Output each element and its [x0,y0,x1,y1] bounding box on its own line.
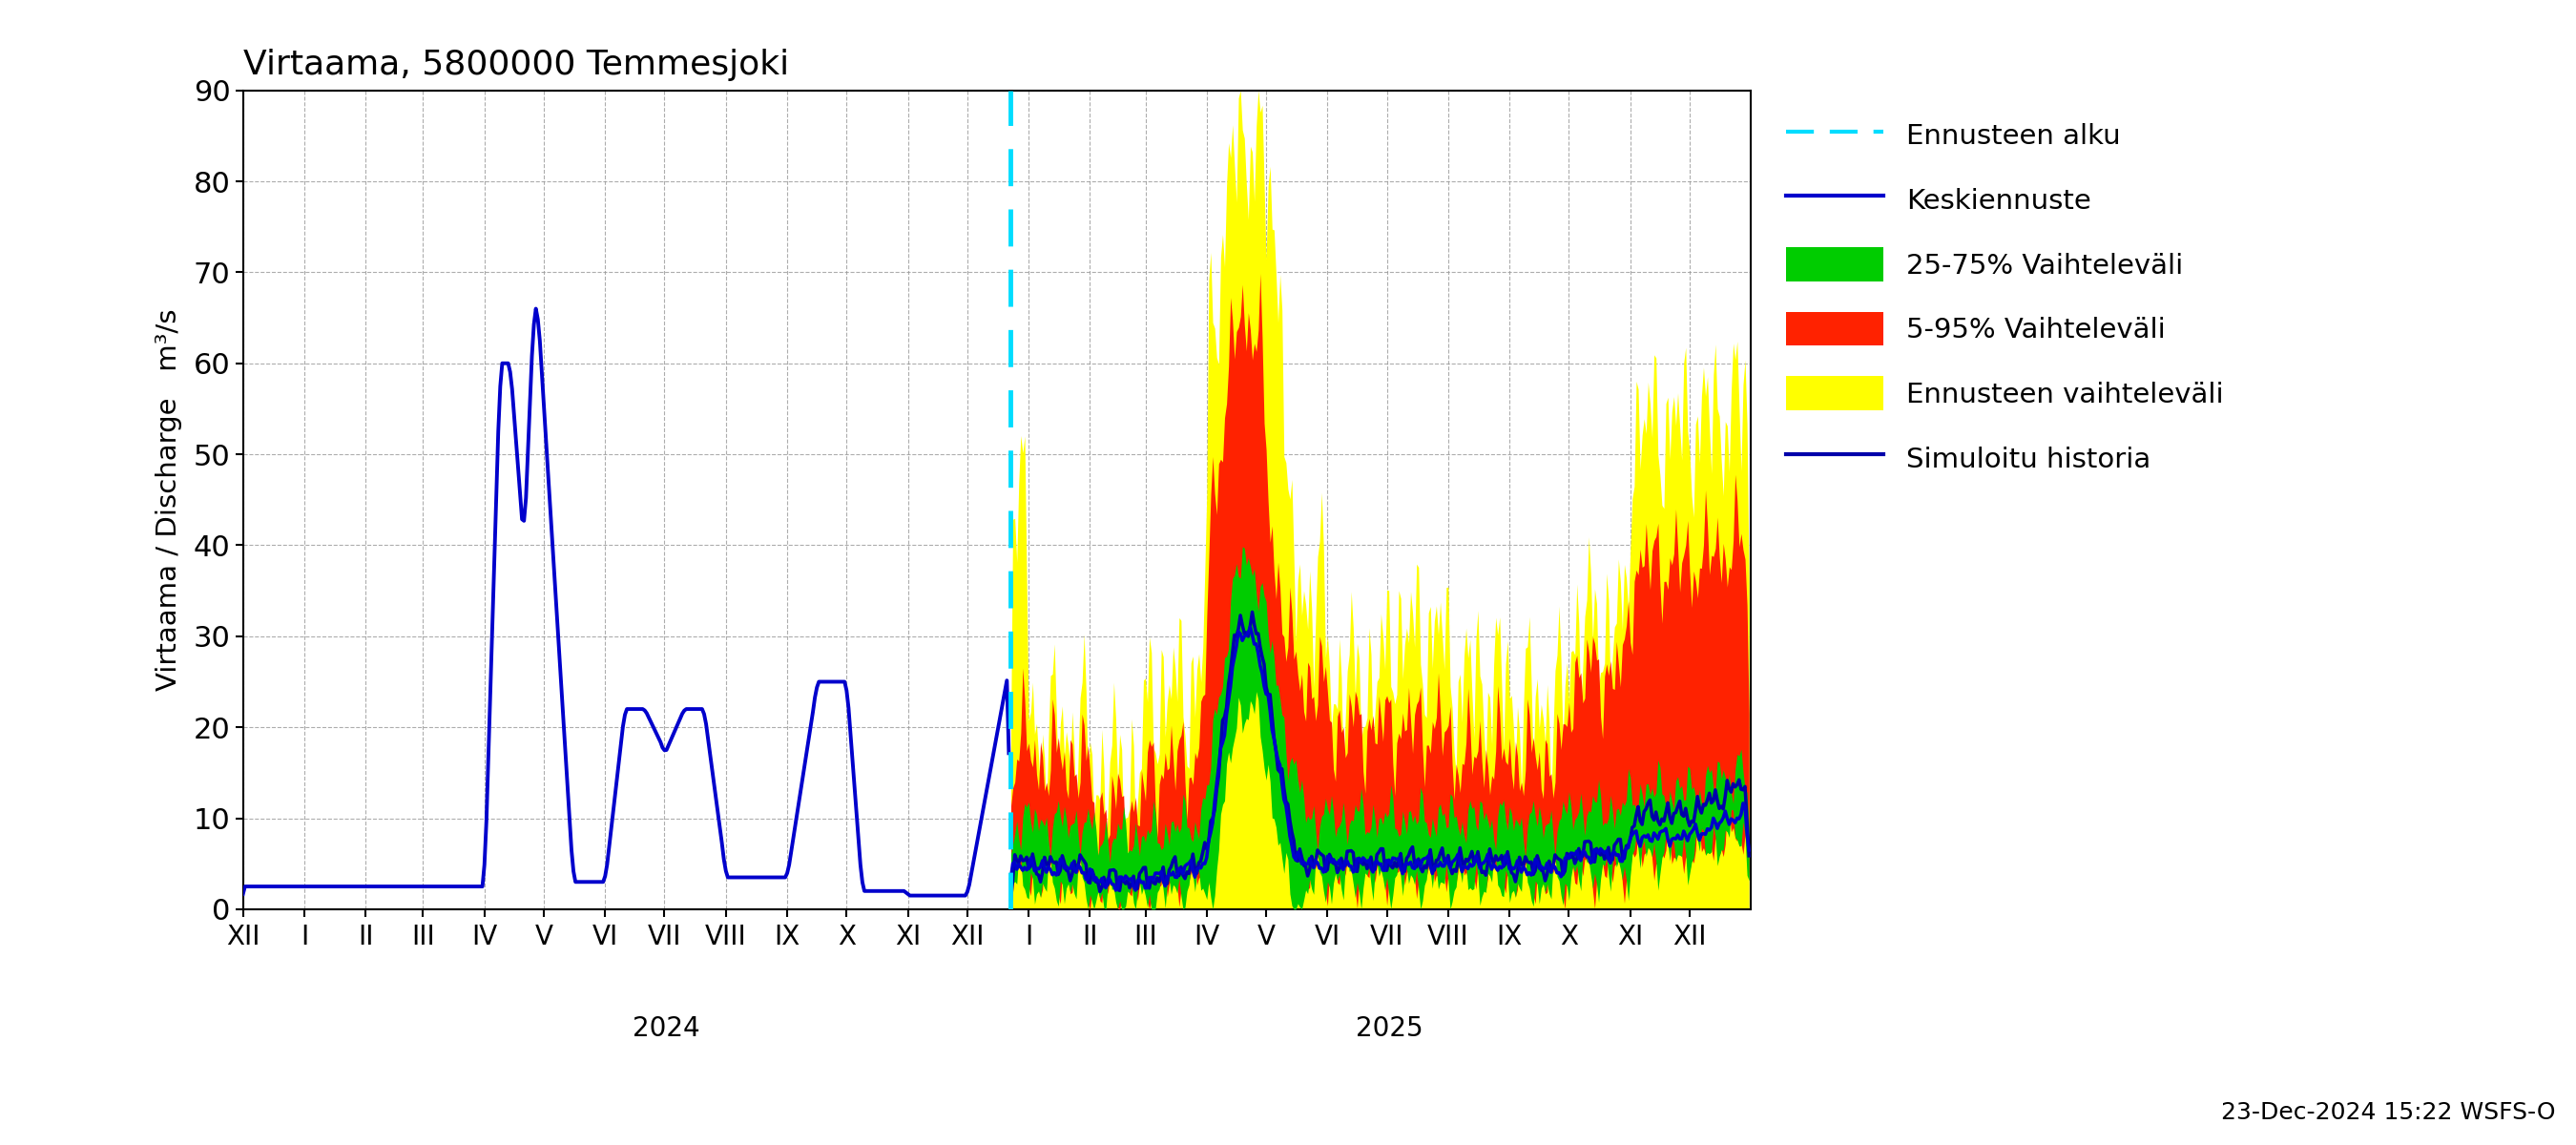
Legend: Ennusteen alku, Keskiennuste, 25-75% Vaihteleväli, 5-95% Vaihteleväli, Ennusteen: Ennusteen alku, Keskiennuste, 25-75% Vai… [1772,104,2236,489]
Text: 2025: 2025 [1355,1016,1425,1042]
Text: 23-Dec-2024 15:22 WSFS-O: 23-Dec-2024 15:22 WSFS-O [2221,1101,2555,1124]
Text: 2024: 2024 [634,1016,701,1042]
Y-axis label: Virtaama / Discharge   m³/s: Virtaama / Discharge m³/s [157,309,183,690]
Text: Virtaama, 5800000 Temmesjoki: Virtaama, 5800000 Temmesjoki [242,48,788,81]
